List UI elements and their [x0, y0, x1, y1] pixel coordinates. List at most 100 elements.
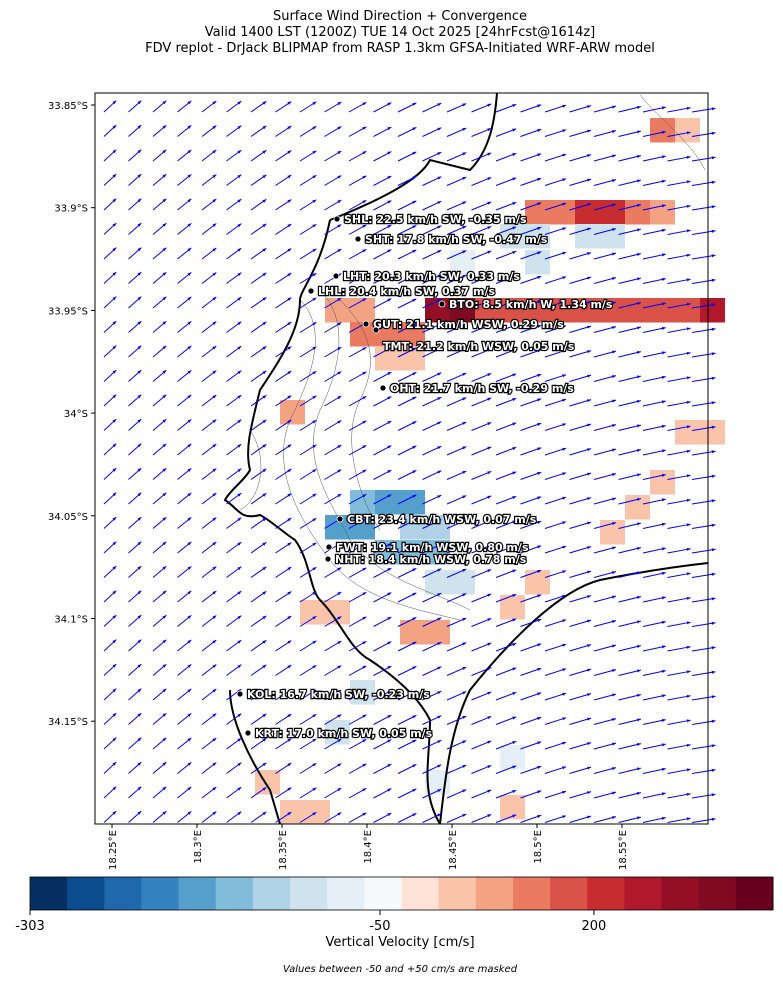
wind-arrow-head	[387, 813, 392, 817]
wind-arrow-head	[587, 252, 592, 256]
wind-arrow-head	[661, 694, 666, 698]
wind-arrow	[642, 621, 666, 627]
wind-arrow-head	[262, 223, 267, 228]
wind-arrow-head	[711, 719, 716, 723]
wind-arrow-head	[437, 446, 442, 450]
wind-arrow-head	[462, 667, 467, 670]
wind-arrow-head	[337, 200, 342, 204]
wind-arrow-head	[362, 494, 367, 498]
wind-arrow	[544, 447, 567, 456]
wind-arrow	[618, 228, 642, 235]
colorbar-swatch	[364, 877, 402, 910]
wind-arrow-head	[137, 100, 142, 105]
wind-arrow-head	[112, 223, 117, 227]
wind-arrow-head	[462, 348, 467, 352]
lon-tick-label: 18.45°E	[448, 830, 459, 870]
wind-arrow-head	[587, 374, 592, 378]
wind-arrow-head	[187, 664, 192, 668]
wind-arrow-head	[362, 690, 367, 694]
wind-arrow-head	[562, 766, 567, 770]
wind-arrow-head	[237, 272, 242, 277]
map-frame	[94, 92, 709, 825]
wind-arrow-head	[437, 372, 442, 376]
wind-arrow-head	[412, 396, 417, 400]
wind-arrow-head	[337, 175, 342, 179]
wind-arrow-head	[362, 812, 367, 816]
wind-arrow	[593, 448, 617, 456]
wind-arrow	[667, 352, 691, 358]
wind-arrow	[544, 521, 567, 529]
wind-arrow-head	[112, 615, 117, 619]
wind-arrow-head	[362, 102, 367, 106]
wind-arrow-head	[636, 154, 641, 159]
wind-arrow	[667, 278, 691, 284]
wind-arrow-head	[287, 297, 292, 301]
wind-arrow	[642, 547, 666, 554]
wind-arrow-head	[462, 789, 467, 793]
wind-arrow-head	[562, 104, 567, 108]
station-label: OHT: 21.7 km/h SW, -0.29 m/s	[390, 382, 574, 395]
wind-arrow-head	[437, 470, 442, 474]
wind-arrow-head	[612, 816, 616, 820]
wind-arrow-head	[312, 518, 317, 522]
wind-arrow-head	[262, 762, 267, 767]
wind-arrow-head	[462, 152, 467, 156]
wind-arrow	[691, 671, 716, 676]
wind-arrow-head	[162, 370, 167, 374]
wind-arrow-head	[237, 419, 242, 424]
wind-arrow-head	[162, 321, 167, 325]
wind-arrow-head	[162, 198, 167, 203]
wind-arrow-head	[287, 346, 292, 350]
wind-arrow-head	[312, 738, 317, 743]
wind-arrow-head	[137, 639, 142, 644]
wind-arrow	[569, 178, 592, 186]
wind-arrow-head	[512, 496, 517, 500]
wind-arrow-head	[137, 198, 142, 203]
wind-arrow-head	[287, 812, 292, 816]
wind-arrow-head	[387, 200, 392, 204]
wind-arrow-head	[312, 689, 317, 694]
wind-arrow-head	[262, 346, 267, 350]
wind-arrow-head	[212, 615, 217, 619]
wind-arrow-head	[137, 566, 142, 570]
wind-arrow-head	[162, 688, 167, 693]
wind-arrow-head	[187, 566, 192, 570]
wind-arrow-head	[512, 373, 517, 377]
wind-arrow	[593, 522, 617, 529]
wind-arrow-head	[162, 272, 167, 276]
wind-arrow-head	[437, 691, 442, 695]
wind-arrow-head	[487, 128, 492, 132]
wind-arrow-head	[237, 591, 242, 595]
wind-arrow-head	[412, 764, 417, 768]
wind-arrow	[544, 766, 567, 774]
wind-arrow-head	[212, 394, 217, 399]
wind-arrow-head	[337, 567, 342, 571]
wind-arrow-head	[237, 150, 242, 154]
wind-arrow-head	[237, 101, 242, 105]
wind-arrow-head	[562, 374, 567, 378]
wind-arrow-head	[187, 223, 192, 227]
wind-arrow-head	[362, 175, 367, 179]
wind-arrow-head	[587, 301, 592, 305]
wind-arrow	[569, 374, 592, 382]
wind-arrow-head	[387, 494, 392, 498]
wind-arrow-head	[212, 566, 217, 570]
wind-arrow-head	[287, 542, 292, 546]
wind-arrow	[569, 570, 592, 578]
wind-arrow	[642, 155, 666, 162]
wind-arrow	[618, 620, 642, 627]
wind-arrow-head	[362, 420, 367, 424]
wind-arrow	[667, 450, 691, 456]
wind-arrow-head	[362, 788, 367, 792]
wind-arrow-head	[162, 247, 167, 252]
wind-arrow	[569, 815, 592, 823]
wind-arrow-head	[661, 253, 666, 257]
wind-arrow-head	[187, 590, 192, 595]
wind-arrow	[691, 328, 716, 333]
shading	[255, 118, 725, 825]
shade-cell	[650, 118, 675, 143]
wind-arrow-head	[437, 544, 442, 548]
wind-arrow-head	[362, 224, 367, 228]
wind-arrow	[544, 472, 567, 480]
wind-arrow-head	[487, 373, 492, 377]
